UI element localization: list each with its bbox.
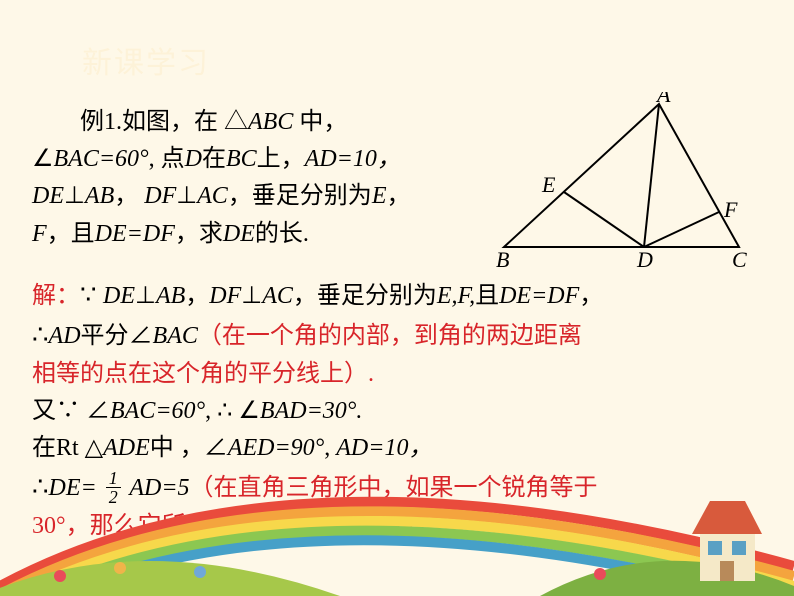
s4e: BAD bbox=[260, 398, 307, 424]
p-l4f: 的长. bbox=[255, 221, 309, 247]
s1m: DE=DF bbox=[499, 283, 579, 309]
s6f: （在直角三角形中，如果一个锐角等于 bbox=[190, 475, 598, 501]
p-l2d: , 点 bbox=[149, 146, 185, 172]
s1b: ∵ bbox=[80, 280, 103, 309]
p-l3e: DF bbox=[144, 183, 176, 209]
problem-text: 例1.如图，在 △ABC 中， ∠BAC=60°, 点D在BC上，AD=10， … bbox=[32, 104, 512, 253]
s3a: 相等的点在这个角的平分线上）. bbox=[32, 361, 374, 387]
s4f: =30°. bbox=[307, 398, 363, 424]
fraction-half: 12 bbox=[106, 469, 121, 506]
frac-num: 1 bbox=[106, 469, 121, 488]
s1e: AB bbox=[156, 283, 185, 309]
s2e: （在一个角的内部，到角的两边距离 bbox=[198, 323, 582, 349]
s5f: , bbox=[324, 435, 336, 461]
p-l2j: =10， bbox=[337, 146, 401, 172]
p-l2a: ∠ bbox=[32, 146, 54, 172]
p-l4d: ，求 bbox=[175, 221, 223, 247]
s1h: ⊥ bbox=[241, 283, 262, 309]
p-l3d: ， bbox=[114, 183, 144, 209]
s5g: AD bbox=[336, 435, 368, 461]
s4a: 又∵ ∠ bbox=[32, 398, 110, 424]
s2c: 平分∠ bbox=[81, 323, 153, 349]
p-l3i: E bbox=[372, 183, 387, 209]
s7a: 30°，那么它所对的直角边等于斜边的一半）. bbox=[32, 513, 504, 539]
p-l4a: F bbox=[32, 221, 47, 247]
label-E: E bbox=[541, 172, 556, 197]
p-l2f: 在 bbox=[202, 146, 226, 172]
label-B: B bbox=[496, 247, 509, 272]
label-C: C bbox=[732, 247, 747, 272]
p-l4c: DE=DF bbox=[95, 221, 175, 247]
s1a: 解： bbox=[32, 283, 80, 309]
p-l3j: ， bbox=[386, 183, 410, 209]
s2a: ∴ bbox=[32, 320, 49, 349]
p-l2h: 上， bbox=[257, 146, 305, 172]
p-l1b: ABC bbox=[248, 109, 293, 135]
s5e: =90° bbox=[274, 435, 324, 461]
s1c: DE bbox=[103, 283, 135, 309]
p-l2b: BAC bbox=[54, 146, 99, 172]
p-l2c: =60° bbox=[99, 146, 149, 172]
s5b: ADE bbox=[103, 435, 150, 461]
p-l2e: D bbox=[185, 146, 202, 172]
s1j: ，垂足分别为 bbox=[293, 283, 437, 309]
s6f0: =5 bbox=[161, 475, 189, 501]
s5c: 中 ，∠ bbox=[150, 435, 228, 461]
s5a: 在Rt △ bbox=[32, 435, 103, 461]
s2d: BAC bbox=[153, 323, 198, 349]
s1f: ， bbox=[185, 283, 209, 309]
p-l2i: AD bbox=[305, 146, 337, 172]
label-A: A bbox=[655, 92, 671, 107]
s5h: =10， bbox=[368, 435, 432, 461]
s1d: ⊥ bbox=[135, 283, 156, 309]
page-title: 新课学习 bbox=[82, 38, 210, 82]
s1l: 且 bbox=[475, 283, 499, 309]
s4c: =60° bbox=[155, 398, 205, 424]
p-l3g: AC bbox=[197, 183, 228, 209]
s6a: ∴ bbox=[32, 472, 49, 501]
p-l4b: ，且 bbox=[47, 221, 95, 247]
s1k: E,F, bbox=[437, 283, 475, 309]
p-l3c: AB bbox=[85, 183, 114, 209]
label-F: F bbox=[723, 197, 738, 222]
p-l4e: DE bbox=[223, 221, 255, 247]
s1n: ， bbox=[579, 283, 603, 309]
p-l1c: 中， bbox=[293, 109, 347, 135]
s6b: DE bbox=[49, 475, 81, 501]
s2b: AD bbox=[49, 323, 81, 349]
s6c: = bbox=[81, 475, 103, 501]
frac-den: 2 bbox=[106, 488, 121, 506]
s1g: DF bbox=[209, 283, 241, 309]
p-l3h: ，垂足分别为 bbox=[228, 183, 372, 209]
s5d: AED bbox=[228, 435, 275, 461]
p-l1a: 例1.如图，在 △ bbox=[32, 104, 248, 141]
triangle-figure: A B C D E F bbox=[484, 92, 764, 272]
s4d: , ∴ ∠ bbox=[205, 398, 260, 424]
s1i: AC bbox=[262, 283, 293, 309]
p-l3a: DE bbox=[32, 183, 64, 209]
p-l3f: ⊥ bbox=[176, 183, 197, 209]
label-D: D bbox=[636, 247, 653, 272]
s4b: BAC bbox=[110, 398, 155, 424]
s6e: AD bbox=[124, 475, 162, 501]
solution-text: 解：∵ DE⊥AB，DF⊥AC，垂足分别为E,F,且DE=DF， ∴AD平分∠B… bbox=[32, 275, 767, 545]
p-l3b: ⊥ bbox=[64, 183, 85, 209]
p-l2g: BC bbox=[226, 146, 257, 172]
